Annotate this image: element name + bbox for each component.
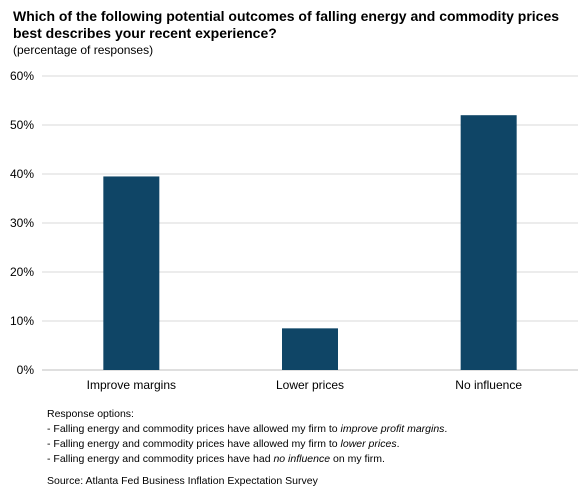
note-emphasis: improve profit margins [340,423,445,435]
bar [282,328,338,370]
bar-chart: 0% 10% 20% 30% 40% 50% 60% Improve margins Lower… [10,69,578,392]
y-tick-label: 30% [10,216,34,230]
note-text: on my firm. [330,453,385,465]
note-text: . [444,423,448,435]
y-tick-label: 50% [10,118,34,132]
x-tick-label: Improve margins [87,378,176,392]
response-options-notes: Response options: - Falling energy and c… [47,407,447,467]
note-emphasis: no influence [273,453,331,465]
note-text: - Falling energy and commodity prices ha… [47,453,274,465]
note-text: . [396,438,400,450]
x-tick-label: Lower prices [276,378,344,392]
y-tick-label: 20% [10,265,34,279]
bar [460,115,517,370]
note-item-no-influence: - Falling energy and commodity prices ha… [47,452,447,467]
note-item-improve-margins: - Falling energy and commodity prices ha… [47,422,447,437]
note-text: - Falling energy and commodity prices ha… [47,438,341,450]
source-note: Source: Atlanta Fed Business Inflation E… [47,475,318,487]
bar [103,176,160,370]
x-tick-label: No influence [455,378,522,392]
y-tick-label: 40% [10,167,34,181]
y-tick-label: 0% [17,363,35,377]
note-text: - Falling energy and commodity prices ha… [47,423,341,435]
y-tick-label: 60% [10,69,34,83]
note-item-lower-prices: - Falling energy and commodity prices ha… [47,437,447,452]
y-tick-label: 10% [10,314,34,328]
chart-title: Which of the following potential outcome… [13,8,560,41]
chart-subtitle: (percentage of responses) [13,43,154,57]
note-emphasis: lower prices [340,438,397,450]
notes-heading: Response options: [47,408,134,420]
